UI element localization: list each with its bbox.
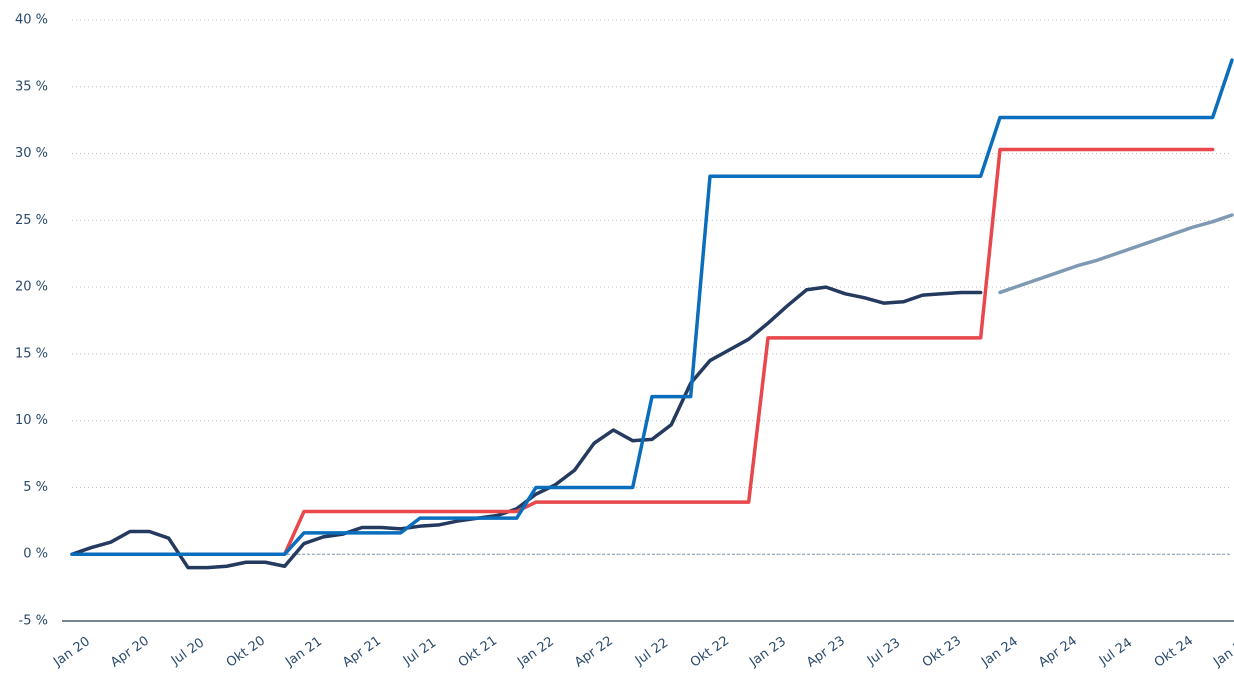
x-tick-label: Jan 23: [746, 634, 789, 670]
x-tick-label: Jan 21: [282, 634, 325, 670]
y-tick-label: 25 %: [15, 213, 48, 228]
x-tick-label: Jul 20: [168, 635, 207, 669]
y-tick-label: 15 %: [15, 346, 48, 361]
y-tick-label: 5 %: [23, 480, 48, 495]
y-tick-label: 20 %: [15, 280, 48, 295]
y-tick-label: 40 %: [15, 13, 48, 28]
x-tick-label: Jul 22: [632, 635, 671, 669]
x-tick-label: Apr 20: [108, 633, 152, 670]
x-tick-label: Apr 21: [340, 633, 384, 670]
series-line: [70, 147, 1215, 556]
x-tick-label: Jul 23: [864, 635, 903, 669]
series-line: [998, 213, 1234, 295]
series-line: [70, 285, 983, 570]
series-line: [70, 58, 1234, 556]
x-tick-label: Okt 22: [688, 633, 732, 670]
x-tick-label: Jul 24: [1096, 635, 1135, 669]
y-tick-label: 35 %: [15, 79, 48, 94]
x-tick-label: Okt 20: [224, 633, 268, 670]
x-tick-label: Jul 21: [400, 635, 439, 669]
y-tick-label: -5 %: [19, 614, 48, 629]
x-tick-label: Okt 24: [1152, 633, 1196, 670]
y-tick-label: 30 %: [15, 146, 48, 161]
x-tick-label: Jan 25: [1210, 634, 1234, 670]
x-tick-label: Jan 24: [978, 634, 1021, 670]
x-tick-label: Okt 21: [456, 633, 500, 670]
x-tick-label: Apr 24: [1036, 633, 1080, 670]
x-tick-label: Jan 20: [50, 634, 93, 670]
x-tick-label: Apr 22: [572, 633, 616, 670]
y-tick-label: 10 %: [15, 413, 48, 428]
x-tick-label: Apr 23: [804, 633, 848, 670]
x-tick-label: Jan 22: [514, 634, 557, 670]
y-tick-label: 0 %: [23, 547, 48, 562]
x-tick-label: Okt 23: [920, 633, 964, 670]
